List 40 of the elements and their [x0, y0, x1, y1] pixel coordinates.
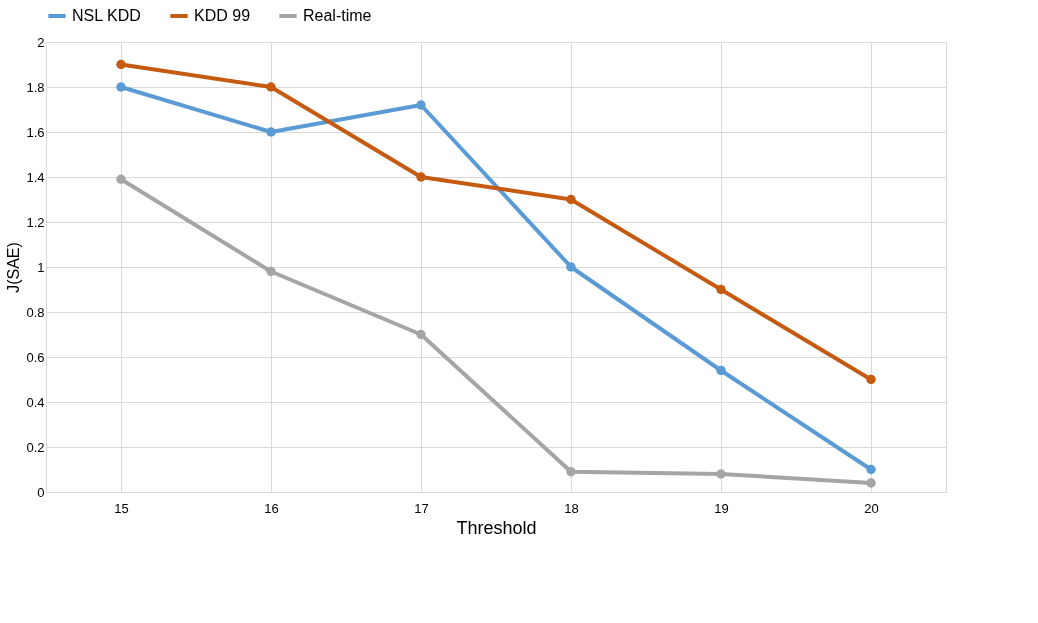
y-tick-label: 1.6 — [26, 124, 45, 140]
legend-label: KDD 99 — [194, 7, 251, 24]
y-tick-label: 0.2 — [26, 439, 45, 455]
point — [116, 174, 126, 184]
point — [566, 262, 576, 272]
point — [716, 365, 726, 376]
x-tick-label: 18 — [564, 500, 579, 516]
y-tick-label: 1.4 — [26, 169, 45, 185]
point — [566, 194, 576, 205]
point — [566, 467, 576, 477]
point — [116, 82, 126, 92]
point — [416, 329, 426, 340]
point — [866, 478, 876, 488]
x-tick-label: 15 — [114, 500, 129, 516]
point — [266, 266, 276, 277]
y-tick-label: 2 — [37, 34, 45, 50]
point — [116, 59, 126, 70]
y-axis-title: J(SAE) — [5, 242, 23, 293]
y-tick-label: 0.6 — [26, 349, 45, 365]
legend-label: Real-time — [303, 7, 372, 24]
y-tick-label: 1.8 — [26, 79, 45, 95]
point — [416, 172, 426, 182]
x-axis-title: Threshold — [456, 517, 537, 538]
y-tick-label: 0.4 — [26, 394, 45, 410]
point — [866, 374, 876, 385]
y-tick-label: 0.8 — [26, 304, 45, 320]
point — [716, 284, 726, 295]
point — [716, 469, 726, 479]
y-tick-label: 1.2 — [26, 214, 45, 230]
legend-label: NSL KDD — [72, 7, 141, 24]
x-tick-label: 19 — [714, 500, 729, 516]
x-tick-label: 20 — [864, 500, 879, 516]
y-tick-label: 0 — [37, 484, 45, 500]
point — [266, 82, 276, 92]
x-tick-label: 17 — [414, 500, 429, 516]
x-tick-label: 16 — [264, 500, 279, 516]
y-tick-label: 1 — [37, 259, 45, 275]
point — [416, 100, 426, 110]
point — [266, 127, 276, 137]
point — [866, 464, 876, 475]
